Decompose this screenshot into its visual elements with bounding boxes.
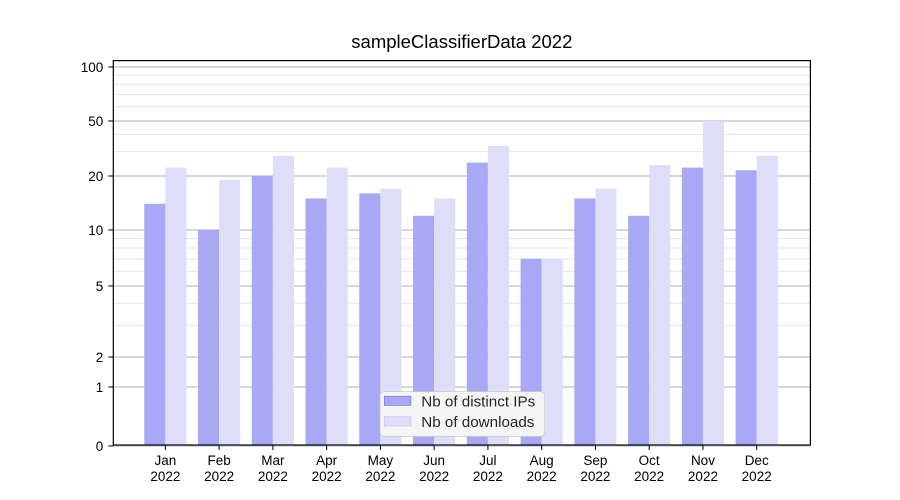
svg-text:Nb of downloads: Nb of downloads	[421, 414, 535, 431]
svg-text:5: 5	[96, 279, 104, 294]
svg-text:2022: 2022	[580, 469, 610, 484]
svg-text:2022: 2022	[204, 469, 234, 484]
svg-text:Nb of distinct IPs: Nb of distinct IPs	[421, 393, 535, 410]
svg-text:Oct: Oct	[639, 453, 660, 468]
svg-text:0: 0	[96, 439, 104, 454]
svg-text:Jun: Jun	[423, 453, 445, 468]
svg-text:May: May	[368, 453, 394, 468]
svg-text:2022: 2022	[258, 469, 288, 484]
svg-text:2022: 2022	[688, 469, 718, 484]
svg-text:2022: 2022	[527, 469, 557, 484]
svg-text:Jul: Jul	[479, 453, 496, 468]
svg-text:Jan: Jan	[154, 453, 176, 468]
svg-text:50: 50	[88, 114, 103, 129]
svg-text:Sep: Sep	[583, 453, 607, 468]
svg-text:Nov: Nov	[691, 453, 715, 468]
svg-text:2022: 2022	[634, 469, 664, 484]
svg-text:10: 10	[88, 223, 103, 238]
svg-text:2022: 2022	[742, 469, 772, 484]
svg-text:Feb: Feb	[207, 453, 230, 468]
svg-text:1: 1	[96, 380, 104, 395]
svg-text:2022: 2022	[419, 469, 449, 484]
svg-text:Aug: Aug	[530, 453, 554, 468]
svg-text:2022: 2022	[365, 469, 395, 484]
svg-text:Apr: Apr	[316, 453, 338, 468]
svg-text:Mar: Mar	[261, 453, 285, 468]
svg-text:2022: 2022	[473, 469, 503, 484]
svg-text:2022: 2022	[312, 469, 342, 484]
svg-text:20: 20	[88, 169, 103, 184]
svg-text:2: 2	[96, 350, 104, 365]
svg-text:100: 100	[81, 60, 104, 75]
svg-text:sampleClassifierData 2022: sampleClassifierData 2022	[351, 31, 572, 52]
svg-text:Dec: Dec	[745, 453, 769, 468]
svg-text:2022: 2022	[150, 469, 180, 484]
